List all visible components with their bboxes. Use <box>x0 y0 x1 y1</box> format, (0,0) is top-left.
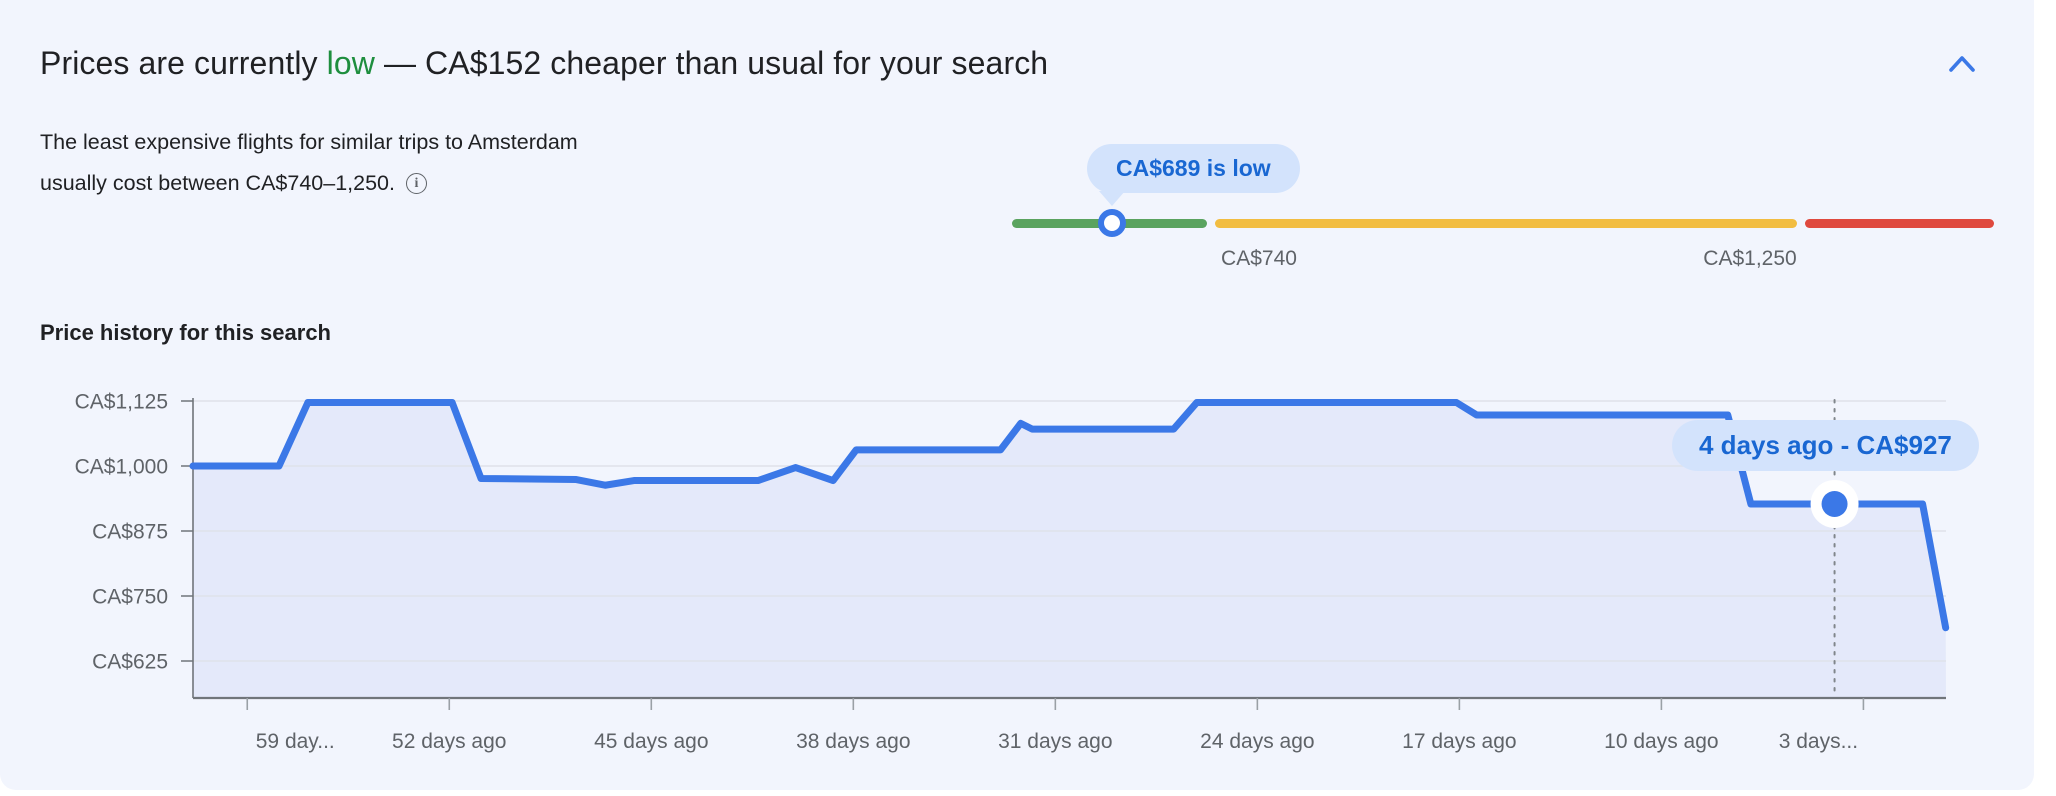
summary-text: The least expensive flights for similar … <box>40 122 578 204</box>
gauge-segment-high <box>1805 219 1994 228</box>
price-line <box>189 399 1950 632</box>
gauge-segment-typical <box>1215 219 1797 228</box>
y-axis-label: CA$750 <box>92 586 168 609</box>
title-suffix: — CA$152 cheaper than usual for your sea… <box>374 45 1049 81</box>
x-axis-label: 17 days ago <box>1402 730 1516 753</box>
x-axis-label: 3 days... <box>1779 730 1858 753</box>
x-axis-label: 52 days ago <box>392 730 506 753</box>
y-axis-label: CA$875 <box>92 521 168 544</box>
y-axis-label: CA$625 <box>92 651 168 674</box>
highlight-dot <box>1821 490 1848 517</box>
x-axis-label: 24 days ago <box>1200 730 1314 753</box>
x-axis-label: 59 day... <box>256 730 335 753</box>
price-history-heading: Price history for this search <box>40 320 331 345</box>
page-title: Prices are currently low — CA$152 cheape… <box>40 42 1048 84</box>
gauge-current-price-marker <box>1098 209 1126 237</box>
summary-line-1: The least expensive flights for similar … <box>40 130 578 154</box>
area-fill <box>193 402 1946 697</box>
x-axis-label: 45 days ago <box>594 730 708 753</box>
summary-line-2: usually cost between CA$740–1,250. <box>40 171 395 195</box>
y-axis-label: CA$1,125 <box>75 391 168 414</box>
collapse-button[interactable] <box>1938 40 1986 88</box>
x-axis-label: 31 days ago <box>998 730 1112 753</box>
x-axis-label: 38 days ago <box>796 730 910 753</box>
x-axis-label: 10 days ago <box>1604 730 1718 753</box>
title-price-level: low <box>326 45 375 81</box>
chevron-up-icon <box>1947 53 1977 75</box>
gauge-range-high-label: CA$1,250 <box>1703 247 1797 270</box>
gauge-tooltip-tail <box>1099 191 1125 206</box>
chart-point-tooltip: 4 days ago - CA$927 <box>1672 420 1979 471</box>
y-axis-label: CA$1,000 <box>75 456 168 479</box>
gauge-price-tooltip: CA$689 is low <box>1087 144 1300 193</box>
gauge-range-low-label: CA$740 <box>1221 247 1297 270</box>
title-prefix: Prices are currently <box>40 45 327 81</box>
info-icon[interactable]: i <box>406 173 427 194</box>
